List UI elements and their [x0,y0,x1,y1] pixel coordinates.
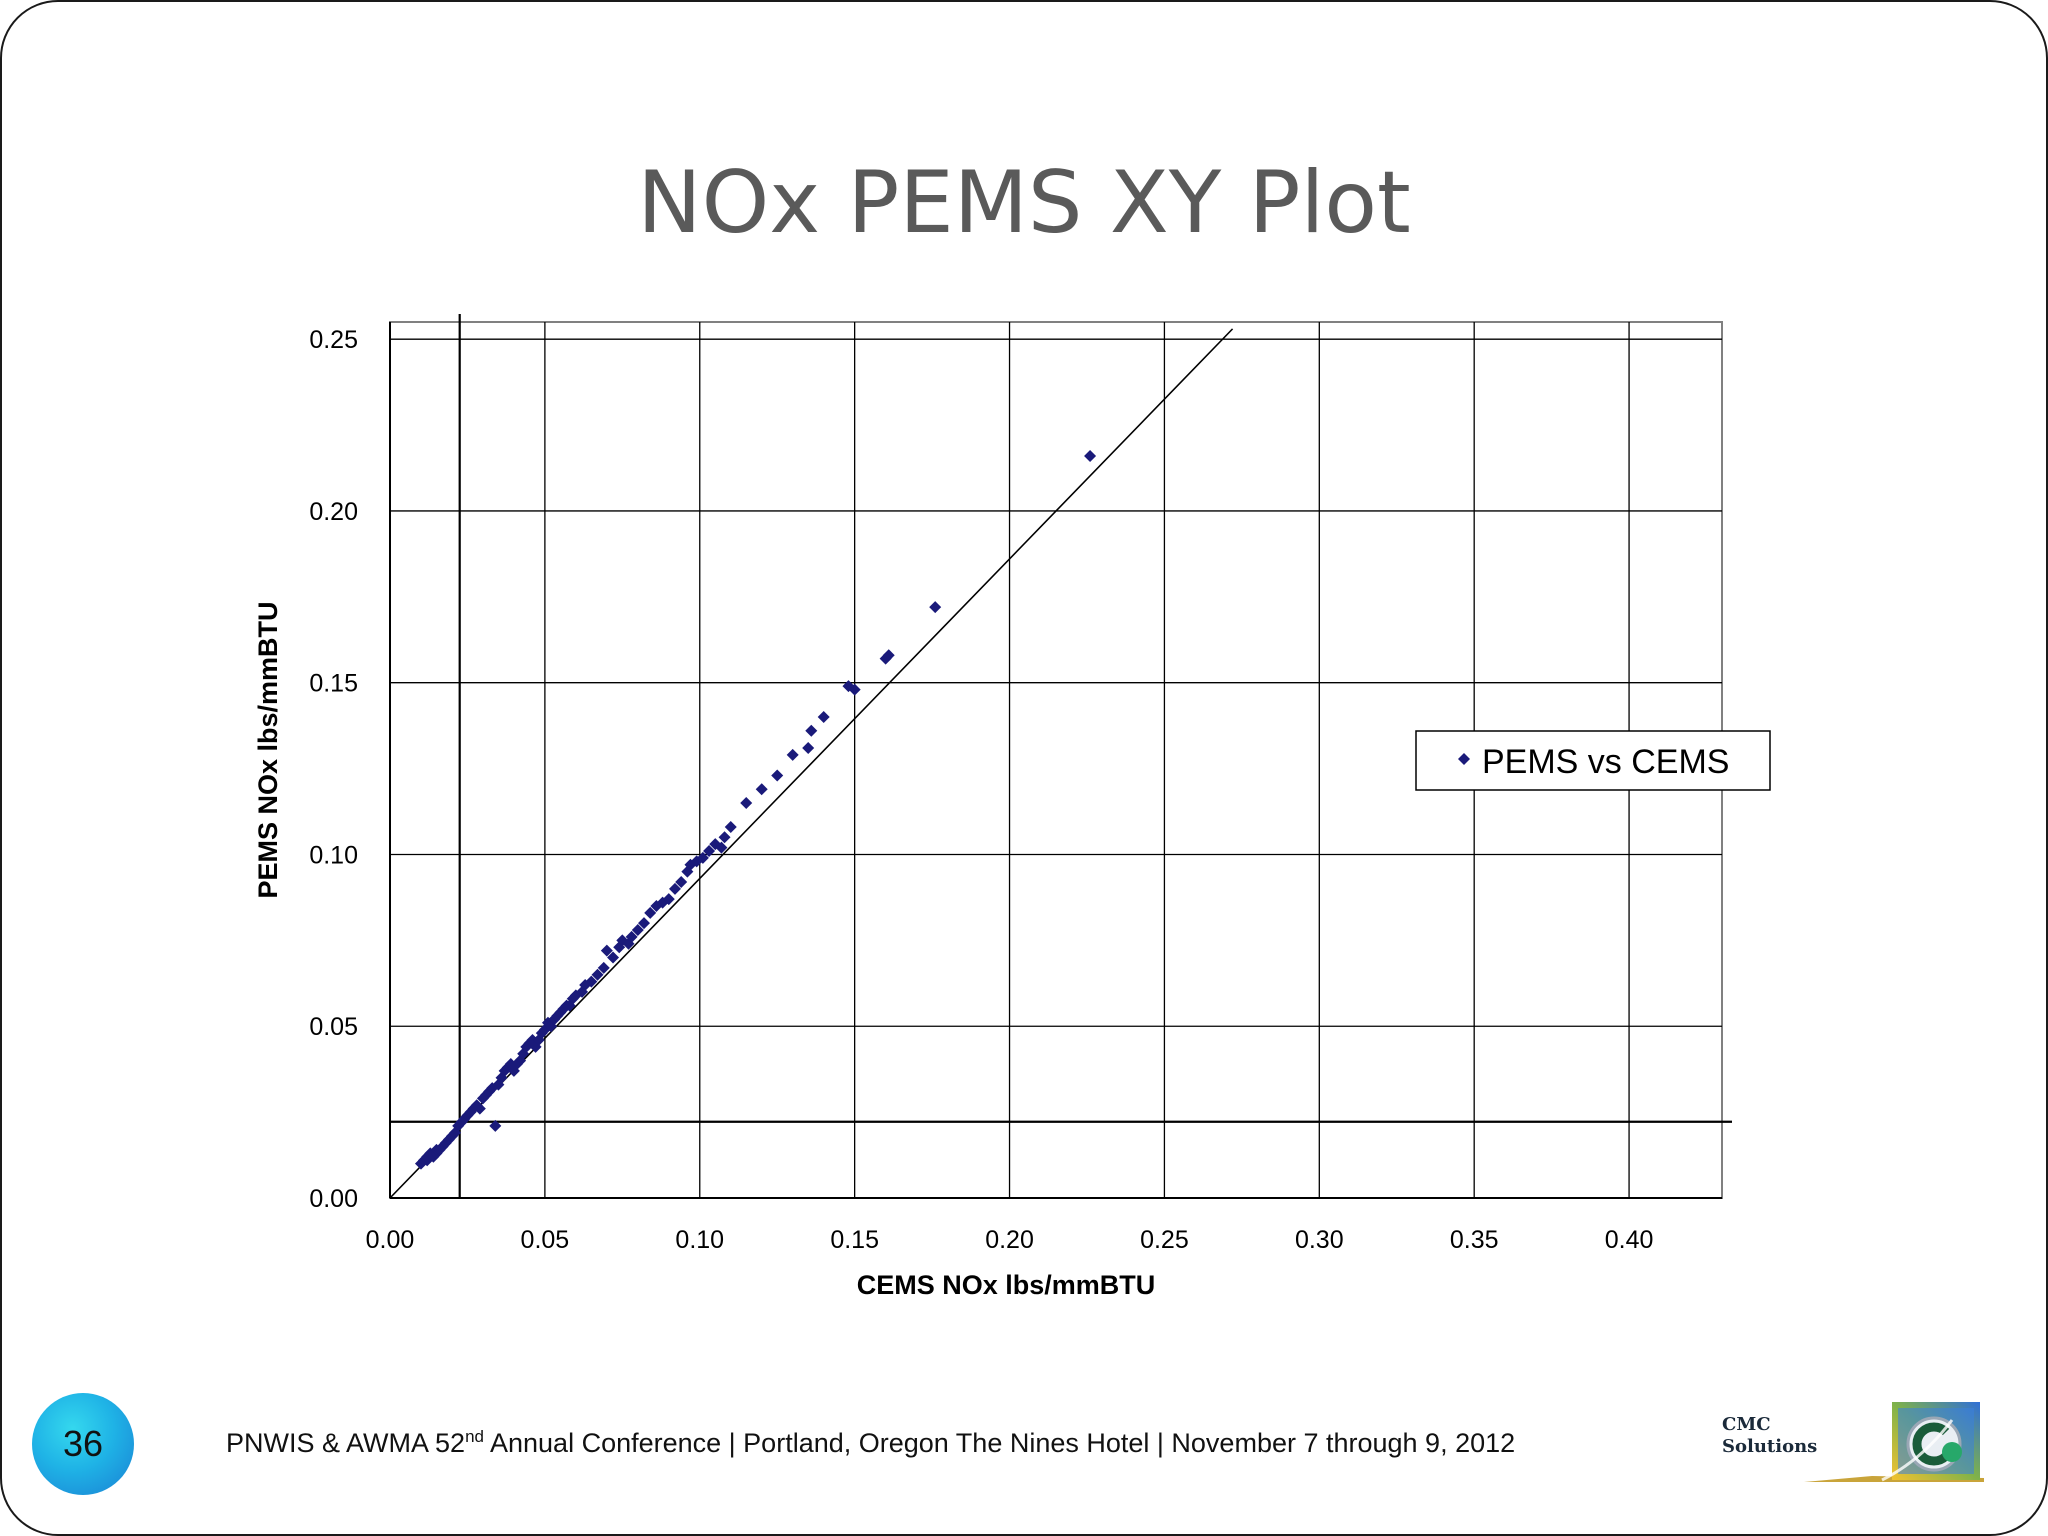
data-point [715,841,728,854]
data-point [638,917,651,930]
x-tick-label: 0.20 [985,1226,1034,1254]
footer-ordinal: nd [465,1427,484,1446]
data-points [414,449,1097,1170]
data-point [802,741,815,754]
page-number: 36 [62,1423,104,1464]
data-point [755,783,768,796]
data-point [631,924,644,937]
y-axis-title: PEMS NOx lbs/mmBTU [253,601,283,898]
data-point [591,968,604,981]
data-point [644,906,657,919]
logo-text: CMC Solutions [1722,1414,1817,1458]
data-point [696,851,709,864]
legend-box [1415,730,1771,791]
data-point [771,769,784,782]
data-point [662,893,675,906]
data-point [489,1119,502,1132]
x-tick-label: 0.05 [521,1226,570,1254]
footer-conference: PNWIS & AWMA 52 [226,1428,466,1458]
x-tick-label: 0.35 [1450,1226,1499,1254]
y-tick-label: 0.05 [309,1013,358,1041]
data-point [597,961,610,974]
data-point [473,1102,486,1115]
footer-details: Annual Conference | Portland, Oregon The… [483,1428,1516,1458]
cmc-solutions-logo: CMC Solutions [1722,1400,1984,1484]
data-point [848,683,861,696]
footer-text: PNWIS & AWMA 52nd Annual Conference | Po… [226,1427,1515,1459]
data-point [625,930,638,943]
data-point [805,724,818,737]
y-tick-label: 0.20 [309,498,358,526]
data-point [600,944,613,957]
data-point [504,1058,517,1071]
data-point [545,1020,558,1033]
data-point [882,649,895,662]
y-tick-label: 0.00 [309,1185,358,1213]
data-point [740,796,753,809]
data-point [817,711,830,724]
x-tick-label: 0.00 [366,1226,415,1254]
page-number-badge: 36 [32,1393,134,1495]
reference-line-diagonal [389,328,1234,1199]
legend-label: PEMS vs CEMS [1482,743,1729,781]
data-point [724,820,737,833]
logo-emblem-icon [1804,1402,1984,1482]
x-tick-label: 0.25 [1140,1226,1189,1254]
data-point [703,845,716,858]
data-point [668,882,681,895]
data-point [607,951,620,964]
x-axis-title: CEMS NOx lbs/mmBTU [857,1270,1156,1300]
legend: PEMS vs CEMS [1415,730,1771,791]
x-tick-label: 0.30 [1295,1226,1344,1254]
logo-line-solutions: Solutions [1722,1436,1818,1457]
data-point [585,975,598,988]
legend-marker [1458,753,1470,765]
data-point [929,601,942,614]
data-point [538,1023,551,1036]
data-point [1084,449,1097,462]
data-point [718,831,731,844]
slide-title: NOx PEMS XY Plot [637,153,1411,253]
x-tick-label: 0.40 [1605,1226,1654,1254]
data-point [786,748,799,761]
y-tick-label: 0.25 [309,326,358,354]
x-tick-label: 0.10 [675,1226,724,1254]
y-tick-label: 0.10 [309,841,358,869]
data-point [675,875,688,888]
y-tick-label: 0.15 [309,670,358,698]
x-tick-label: 0.15 [830,1226,879,1254]
logo-line-cmc: CMC [1722,1414,1771,1435]
